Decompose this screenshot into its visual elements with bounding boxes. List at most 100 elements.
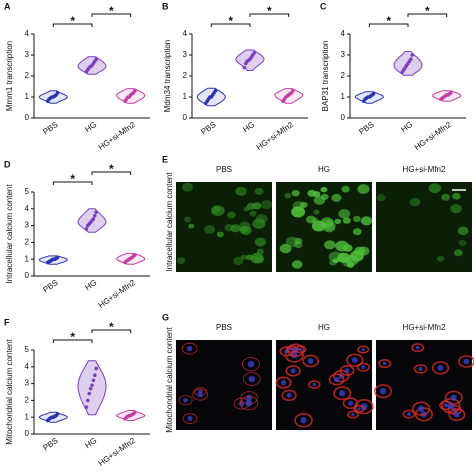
cell: [192, 388, 209, 401]
data-point: [90, 383, 94, 388]
cell: [254, 237, 266, 247]
nucleus: [437, 364, 444, 371]
cell: [428, 183, 442, 194]
cell: [188, 223, 195, 229]
cell: [328, 373, 345, 386]
y-tick-label: 1: [25, 254, 30, 263]
significance-label: *: [70, 172, 75, 186]
data-point: [93, 373, 97, 378]
cell: [333, 386, 352, 401]
cell: [337, 252, 351, 263]
nucleus: [357, 407, 361, 411]
nucleus: [290, 368, 296, 374]
y-tick-label: 5: [25, 187, 30, 196]
cell: [302, 354, 319, 368]
cell: [294, 412, 313, 428]
y-tick-label: 0: [25, 271, 30, 280]
significance-label: *: [109, 162, 114, 176]
nucleus: [351, 412, 355, 417]
nucleus: [382, 361, 387, 366]
cell: [292, 201, 306, 212]
x-tick-label: HG+si-Mfn2: [97, 120, 138, 152]
data-point: [242, 65, 247, 70]
cell: [412, 401, 431, 416]
cell: [281, 389, 297, 402]
data-point: [449, 91, 453, 95]
data-point: [94, 366, 98, 371]
cell: [450, 204, 462, 214]
nucleus: [347, 400, 354, 406]
data-point: [94, 57, 98, 61]
cell: [373, 384, 393, 399]
y-tick-label: 4: [183, 29, 188, 38]
cell: [256, 248, 264, 255]
y-tick-label: 1: [25, 92, 30, 101]
significance-label: *: [70, 330, 75, 344]
cell: [354, 246, 366, 256]
cell: [444, 390, 463, 405]
column-title: HG: [318, 165, 330, 174]
nucleus: [298, 347, 303, 351]
data-point: [133, 253, 137, 257]
nucleus: [418, 366, 423, 371]
data-point: [133, 410, 137, 414]
nucleus: [450, 394, 457, 401]
cell: [305, 215, 316, 224]
cell: [320, 217, 334, 228]
data-point: [133, 88, 137, 93]
cell: [346, 353, 364, 367]
nucleus: [339, 390, 346, 397]
y-tick-label: 0: [25, 113, 30, 122]
column-title: HG+si-Mfn2: [403, 323, 446, 332]
y-tick-label: 5: [25, 345, 30, 354]
data-point: [252, 51, 256, 55]
cell: [182, 413, 198, 424]
cell: [335, 240, 349, 252]
cell: [448, 408, 466, 422]
data-point: [91, 217, 96, 221]
significance-label: *: [70, 14, 75, 28]
significance-bracket: [368, 23, 409, 27]
x-tick-label: HG+si-Mfn2: [255, 120, 296, 152]
cell: [356, 362, 370, 372]
x-tick-label: HG: [399, 120, 414, 134]
y-tick-label: 1: [25, 412, 30, 421]
significance-label: *: [109, 320, 114, 334]
cell: [313, 209, 320, 215]
cell: [346, 262, 355, 268]
cell: [252, 202, 262, 210]
nucleus: [245, 399, 253, 407]
panel-label: C: [320, 1, 327, 11]
cell: [307, 380, 321, 389]
cell: [242, 372, 261, 386]
nucleus: [187, 416, 193, 422]
cell: [261, 200, 273, 210]
cell: [357, 184, 370, 194]
x-tick-label: PBS: [199, 120, 217, 137]
cell: [230, 224, 241, 233]
cell: [453, 249, 463, 257]
data-point: [94, 210, 98, 214]
significance-label: *: [425, 4, 430, 18]
y-tick-label: 4: [341, 29, 346, 38]
cell: [204, 225, 216, 234]
y-tick-label: 2: [183, 71, 188, 80]
column-title: HG+si-Mfn2: [403, 165, 446, 174]
micrograph: [376, 182, 472, 272]
nucleus: [183, 397, 188, 403]
cell: [431, 361, 450, 375]
y-tick-label: 3: [341, 50, 346, 59]
y-tick-label: 3: [183, 50, 188, 59]
y-tick-label: 2: [25, 71, 30, 80]
y-axis-label: Intracellular calcium content: [5, 184, 14, 284]
data-point: [93, 213, 97, 218]
nucleus: [246, 394, 253, 401]
cell: [284, 192, 292, 199]
significance-bracket: [91, 329, 132, 333]
data-point: [371, 92, 376, 96]
cell: [353, 404, 365, 413]
y-axis-label: Mitochondrial calcium content: [5, 339, 14, 445]
cell: [227, 211, 236, 219]
y-axis-label: Mitochondrial calcium content: [165, 327, 174, 433]
cell: [338, 209, 351, 219]
